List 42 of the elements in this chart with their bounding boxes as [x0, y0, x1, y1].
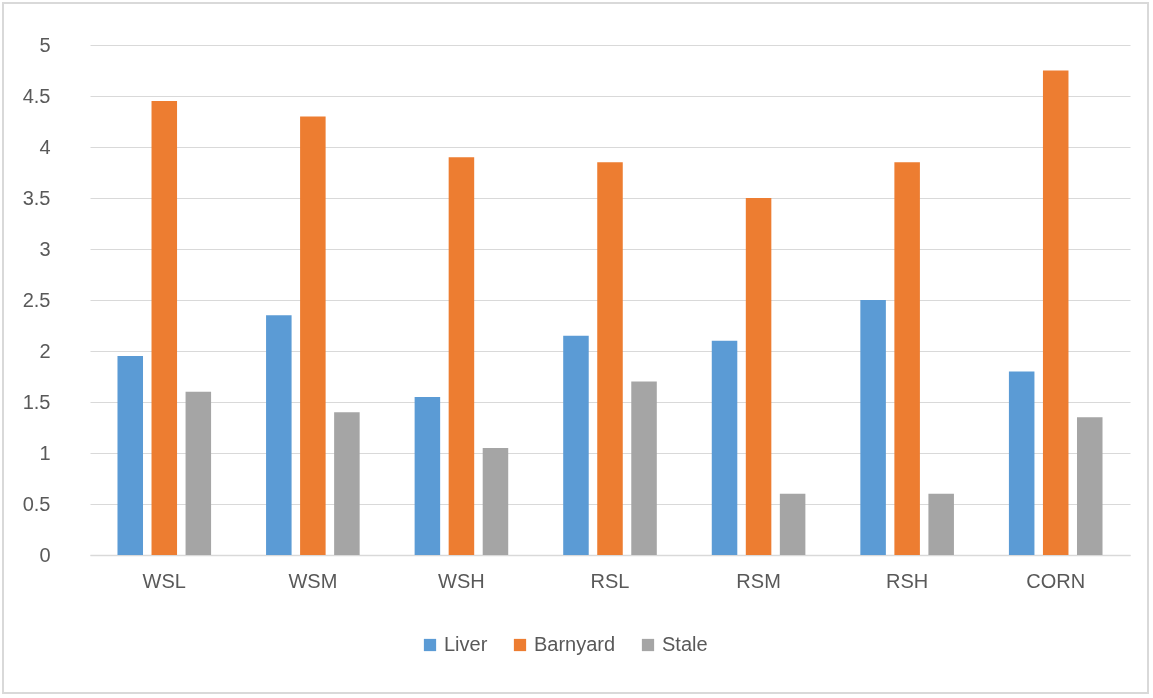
x-tick-label: RSL: [590, 569, 630, 592]
bar: [711, 340, 738, 555]
bar: [185, 391, 212, 555]
legend-label: Liver: [444, 633, 488, 655]
y-tick-label: 1: [39, 441, 51, 464]
bar: [745, 198, 772, 555]
bar: [779, 493, 806, 555]
bar: [266, 315, 292, 555]
bar: [300, 116, 326, 555]
y-tick-label: 2: [39, 339, 51, 362]
y-tick-label: 5: [39, 33, 51, 56]
legend-label: Barnyard: [534, 633, 616, 655]
bar: [597, 162, 623, 555]
bar: [1042, 70, 1069, 555]
x-tick-label: RSM: [736, 569, 781, 592]
x-tick-label: WSL: [142, 569, 186, 592]
x-tick-label: WSH: [438, 569, 485, 592]
y-tick-label: 4: [39, 135, 51, 158]
y-tick-label: 2.5: [22, 288, 51, 311]
bar: [482, 447, 509, 555]
bar: [117, 356, 144, 555]
y-tick-label: 0.5: [22, 492, 51, 515]
bar: [414, 396, 441, 555]
bar: [631, 381, 657, 555]
y-tick-label: 3.5: [22, 186, 51, 209]
x-tick-label: WSM: [288, 569, 338, 592]
legend-label: Stale: [662, 633, 708, 655]
bar: [1008, 371, 1035, 555]
y-tick-label: 3: [39, 237, 51, 260]
bar: [448, 157, 475, 555]
bar: [151, 101, 178, 555]
bar: [894, 162, 920, 555]
bar: [860, 300, 886, 555]
bar: [928, 493, 954, 555]
x-tick-label: RSH: [886, 569, 929, 592]
y-tick-label: 4.5: [22, 84, 51, 107]
bar: [334, 412, 360, 555]
y-tick-label: 1.5: [22, 390, 51, 413]
x-tick-label: CORN: [1026, 569, 1086, 592]
bar: [1076, 417, 1103, 555]
y-tick-label: 0: [39, 543, 51, 566]
bar: [563, 335, 589, 555]
